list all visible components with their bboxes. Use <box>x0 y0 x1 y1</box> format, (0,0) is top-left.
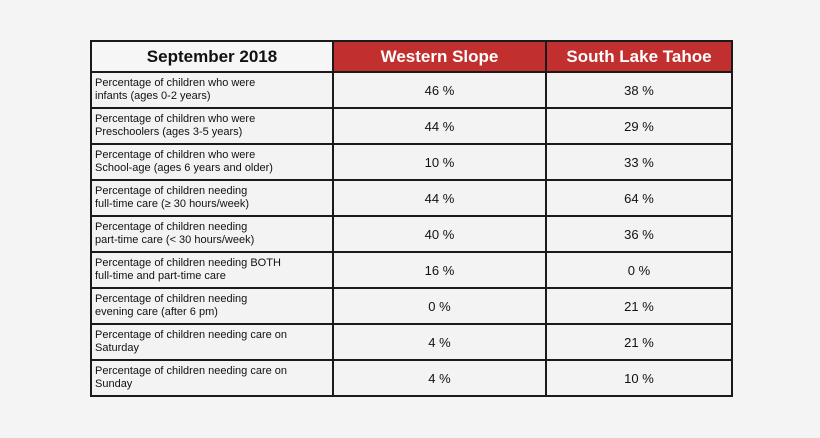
row-label: Percentage of children needing BOTH full… <box>90 251 334 289</box>
table-row: Percentage of children who were infants … <box>90 71 733 109</box>
row-label: Percentage of children needing part-time… <box>90 215 334 253</box>
header-row: September 2018 Western Slope South Lake … <box>90 40 733 73</box>
table-row: Percentage of children needing part-time… <box>90 215 733 253</box>
table-row: Percentage of children needing care on S… <box>90 359 733 397</box>
table-row: Percentage of children needing BOTH full… <box>90 251 733 289</box>
row-label: Percentage of children needing full-time… <box>90 179 334 217</box>
western-slope-value: 16 % <box>332 251 547 289</box>
header-date: September 2018 <box>90 40 334 73</box>
south-lake-tahoe-value: 29 % <box>545 107 733 145</box>
western-slope-value: 0 % <box>332 287 547 325</box>
row-label: Percentage of children needing care on S… <box>90 323 334 361</box>
row-label: Percentage of children needing care on S… <box>90 359 334 397</box>
south-lake-tahoe-value: 21 % <box>545 287 733 325</box>
western-slope-value: 4 % <box>332 323 547 361</box>
south-lake-tahoe-value: 38 % <box>545 71 733 109</box>
south-lake-tahoe-value: 64 % <box>545 179 733 217</box>
western-slope-value: 40 % <box>332 215 547 253</box>
table-row: Percentage of children who were Preschoo… <box>90 107 733 145</box>
childcare-table: September 2018 Western Slope South Lake … <box>90 40 733 397</box>
row-label: Percentage of children who were Preschoo… <box>90 107 334 145</box>
header-south-lake-tahoe: South Lake Tahoe <box>545 40 733 73</box>
table-row: Percentage of children needing full-time… <box>90 179 733 217</box>
table-row: Percentage of children needing care on S… <box>90 323 733 361</box>
south-lake-tahoe-value: 21 % <box>545 323 733 361</box>
western-slope-value: 46 % <box>332 71 547 109</box>
western-slope-value: 44 % <box>332 107 547 145</box>
table-row: Percentage of children who were School-a… <box>90 143 733 181</box>
table-row: Percentage of children needing evening c… <box>90 287 733 325</box>
western-slope-value: 10 % <box>332 143 547 181</box>
south-lake-tahoe-value: 33 % <box>545 143 733 181</box>
south-lake-tahoe-value: 10 % <box>545 359 733 397</box>
row-label: Percentage of children who were School-a… <box>90 143 334 181</box>
western-slope-value: 4 % <box>332 359 547 397</box>
western-slope-value: 44 % <box>332 179 547 217</box>
south-lake-tahoe-value: 36 % <box>545 215 733 253</box>
row-label: Percentage of children who were infants … <box>90 71 334 109</box>
south-lake-tahoe-value: 0 % <box>545 251 733 289</box>
row-label: Percentage of children needing evening c… <box>90 287 334 325</box>
header-western-slope: Western Slope <box>332 40 547 73</box>
